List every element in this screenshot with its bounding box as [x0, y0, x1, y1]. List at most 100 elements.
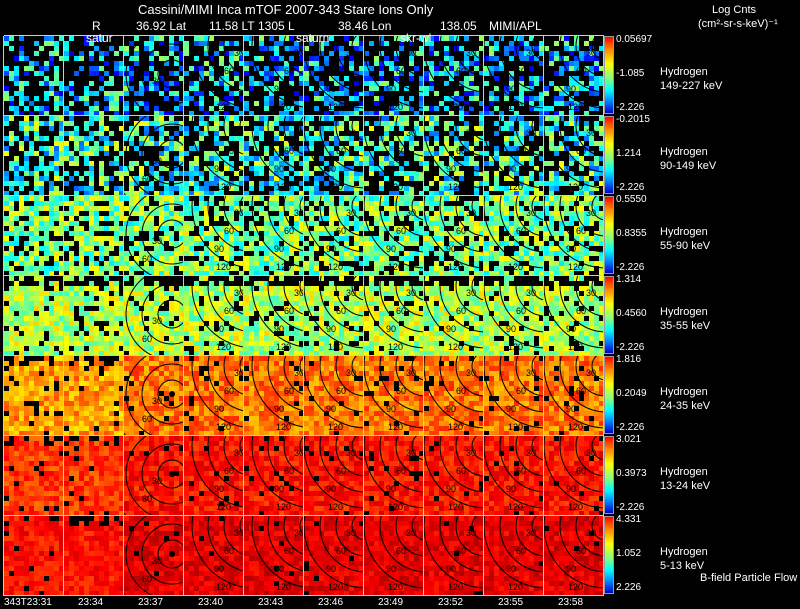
contour-label: 90	[214, 84, 224, 94]
panel-image	[64, 356, 123, 435]
contour-label: 60	[516, 386, 526, 396]
contour-label: 60	[576, 66, 586, 76]
image-panel: 30 60 90 120	[364, 196, 423, 275]
contour-line	[471, 356, 483, 381]
image-panel: 30 60 90 120	[364, 516, 423, 595]
image-panel: 30 60 90 120	[544, 276, 603, 355]
contour-line	[239, 276, 243, 296]
contour-label: 90	[326, 484, 336, 494]
image-panel: 30 60 90 120	[184, 516, 243, 595]
contour-label: 60	[224, 306, 234, 316]
contour-label: 120	[276, 582, 291, 592]
contour-line	[531, 36, 543, 61]
image-panel: 30 60 90 120	[424, 436, 483, 515]
image-panel: 30 60 90 120	[244, 196, 303, 275]
species-label: Hydrogen	[660, 226, 708, 238]
contour-line	[351, 516, 363, 541]
contour-line	[251, 116, 303, 188]
image-panel	[64, 276, 123, 355]
image-panel	[4, 436, 63, 515]
image-panel: 30 60 90 120	[364, 36, 423, 115]
colorbar-max: 3.021	[616, 434, 642, 445]
contour-label: 30	[152, 316, 162, 326]
contour-line	[267, 116, 303, 172]
contour-label: 90	[214, 564, 224, 574]
image-panel: 30 60 90 120	[364, 276, 423, 355]
image-panel	[64, 116, 123, 195]
contour-line	[395, 196, 423, 237]
contour-line	[319, 436, 363, 493]
contour-label: 60	[516, 546, 526, 556]
contour-line	[439, 276, 483, 333]
contour-line	[379, 196, 423, 253]
contour-line	[125, 516, 153, 595]
contour-line	[559, 36, 603, 93]
grid-line	[4, 35, 604, 36]
contour-line	[191, 356, 243, 428]
contour-line	[141, 43, 183, 105]
colorbar	[604, 116, 614, 194]
contour-line	[411, 276, 423, 301]
contour-label: 30	[234, 288, 243, 298]
contour-line	[515, 516, 543, 557]
contour-label: 30	[586, 128, 596, 138]
contour-line	[239, 196, 243, 216]
contour-line	[471, 36, 483, 61]
image-panel: 30 60 90 120	[244, 36, 303, 115]
contour-label: 60	[456, 306, 466, 316]
contour-label: 120	[388, 262, 403, 272]
grid-line	[4, 515, 604, 516]
image-panel	[64, 516, 123, 595]
contour-line	[455, 36, 483, 77]
image-panel: 30 60 90 120	[544, 356, 603, 435]
contour-label: 30	[406, 368, 416, 378]
contour-line	[351, 196, 363, 221]
contour-label: 30	[466, 208, 476, 218]
contour-label: 120	[276, 182, 291, 192]
contour-label: 60	[516, 466, 526, 476]
contour-line	[299, 516, 303, 536]
contour-line	[157, 299, 183, 329]
contour-line	[283, 516, 303, 555]
contour-line	[335, 356, 363, 397]
contour-line	[471, 116, 483, 141]
image-panel: 30 60 90 120	[424, 36, 483, 115]
contour-line	[283, 436, 303, 475]
species-label: Hydrogen	[660, 546, 708, 558]
contour-line	[379, 436, 423, 493]
image-panel: 30 60 90 120	[544, 116, 603, 195]
image-panel: 30 60 90 120	[304, 516, 363, 595]
contour-label: 90	[386, 404, 396, 414]
contour-line	[223, 516, 243, 555]
image-panel: 30 60 90 120	[364, 436, 423, 515]
contour-label: 90	[326, 244, 336, 254]
contour-line	[591, 116, 603, 141]
image-panel: 30 60 90 120	[484, 516, 543, 595]
contour-line	[319, 516, 363, 573]
colorbar	[604, 196, 614, 274]
contour-line	[395, 516, 423, 557]
contour-line	[283, 196, 303, 235]
contour-line	[591, 436, 603, 461]
contour-line	[515, 196, 543, 237]
contour-label: 30	[406, 528, 416, 538]
contour-line	[439, 116, 483, 173]
contour-label: 30	[152, 236, 162, 246]
contour-label: 120	[508, 262, 523, 272]
contour-line	[157, 219, 183, 249]
contour-line	[591, 356, 603, 381]
image-panel: 30 60 90 120	[544, 196, 603, 275]
